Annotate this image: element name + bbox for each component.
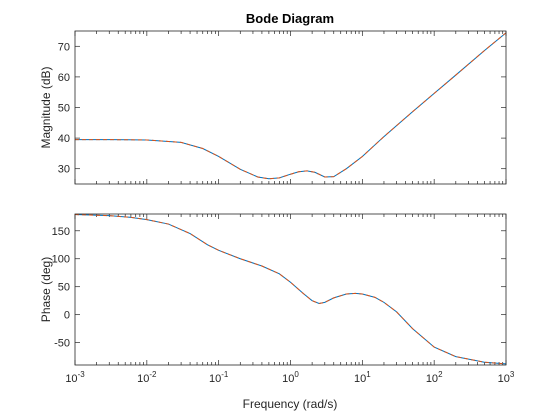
- magnitude-ytick-label: 50: [58, 103, 70, 115]
- x-tick-label: 10-1: [209, 370, 229, 385]
- chart-title: Bode Diagram: [246, 11, 334, 26]
- magnitude-ytick-label: 30: [58, 164, 70, 176]
- phase-panel: -50 0 50 100 150 Phase (deg) 10-3 10-2 10-1 100 10…: [39, 213, 515, 385]
- phase-ytick-label: 100: [52, 254, 70, 266]
- phase-ytick-label: 0: [64, 310, 70, 322]
- x-axis-label: Frequency (rad/s): [243, 397, 338, 411]
- x-tick-label: 101: [354, 370, 371, 385]
- x-tick-label: 102: [426, 370, 443, 385]
- magnitude-ytick-label: 40: [58, 133, 70, 145]
- phase-y-axis-label: Phase (deg): [39, 257, 53, 322]
- phase-axes-frame: [74, 213, 507, 366]
- phase-series-2-line: [74, 214, 507, 365]
- magnitude-series-1-line: [75, 32, 507, 180]
- magnitude-ytick-label: 60: [58, 72, 70, 84]
- magnitude-axes-bg: [75, 31, 506, 184]
- magnitude-ytick-label: 70: [58, 41, 70, 53]
- magnitude-panel: 30 40 50 60 70 Magnitude (dB): [39, 30, 507, 185]
- phase-ytick-label: 150: [52, 226, 70, 238]
- phase-ytick-label: -50: [54, 338, 70, 350]
- x-tick-label: 10-2: [137, 370, 157, 385]
- phase-axes-bg: [75, 214, 506, 365]
- x-tick-label: 100: [282, 370, 299, 385]
- phase-ytick-label: 50: [58, 282, 70, 294]
- magnitude-axes-frame: [74, 30, 507, 185]
- magnitude-y-axis-label: Magnitude (dB): [39, 66, 53, 148]
- x-tick-label: 10-3: [65, 370, 85, 385]
- x-tick-label: 103: [498, 370, 515, 385]
